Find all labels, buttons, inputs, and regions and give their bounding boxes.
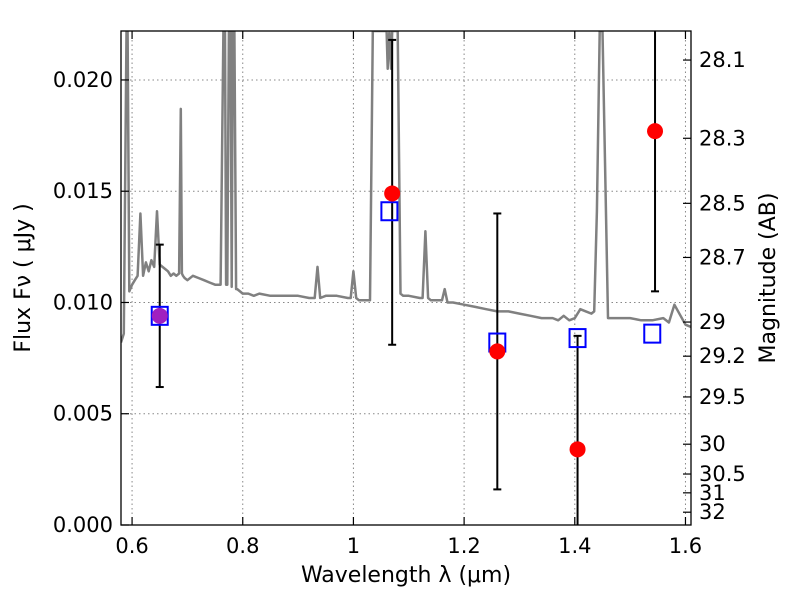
model-square-3 <box>568 328 587 349</box>
y-tick-label-3: 0.015 <box>53 179 113 203</box>
flux-point-3 <box>569 441 586 458</box>
right-tick-label-10: 32 <box>699 500 726 524</box>
x-axis-ticks: 0.6 0.8 1 1.2 1.4 1.6 <box>115 31 702 558</box>
x-tick-label-1: 0.8 <box>226 534 259 558</box>
x-tick-label-4: 1.4 <box>558 534 591 558</box>
flux-point-0 <box>151 307 168 324</box>
x-axis-label: Wavelength λ (μm) <box>301 563 511 588</box>
right-tick-label-9: 31 <box>699 481 726 505</box>
right-tick-label-8: 30.5 <box>699 462 746 486</box>
model-square-1 <box>380 201 399 222</box>
flux-point-4 <box>647 123 664 140</box>
right-tick-label-7: 30 <box>699 432 726 456</box>
observed-flux-points <box>151 123 664 458</box>
right-tick-label-2: 28.5 <box>699 191 746 215</box>
y-tick-label-4: 0.020 <box>53 68 113 92</box>
x-tick-label-3: 1.2 <box>447 534 480 558</box>
plot-background <box>121 31 691 525</box>
right-tick-label-6: 29.5 <box>699 385 746 409</box>
x-tick-label-0: 0.6 <box>115 534 148 558</box>
right-tick-label-1: 28.3 <box>699 126 746 150</box>
x-tick-label-2: 1 <box>347 534 360 558</box>
plot-frame <box>120 30 692 526</box>
y-axis-label: Flux Fν ( μJy ) <box>11 203 36 352</box>
right-tick-label-5: 29.2 <box>699 344 746 368</box>
flux-point-2 <box>489 343 506 360</box>
y-tick-label-0: 0.000 <box>53 513 113 537</box>
right-axis-label: Magnitude (AB) <box>756 193 781 364</box>
model-spectrum-line <box>121 31 691 343</box>
model-square-4 <box>643 323 662 344</box>
x-tick-label-5: 1.6 <box>669 534 702 558</box>
flux-point-1 <box>384 185 401 202</box>
right-tick-label-0: 28.1 <box>699 48 746 72</box>
right-tick-label-4: 29 <box>699 310 726 334</box>
y-tick-label-2: 0.010 <box>53 290 113 314</box>
y-tick-label-1: 0.005 <box>53 402 113 426</box>
right-tick-label-3: 28.7 <box>699 245 746 269</box>
y-axis-ticks: 0.000 0.005 0.010 0.015 0.020 <box>53 68 129 537</box>
